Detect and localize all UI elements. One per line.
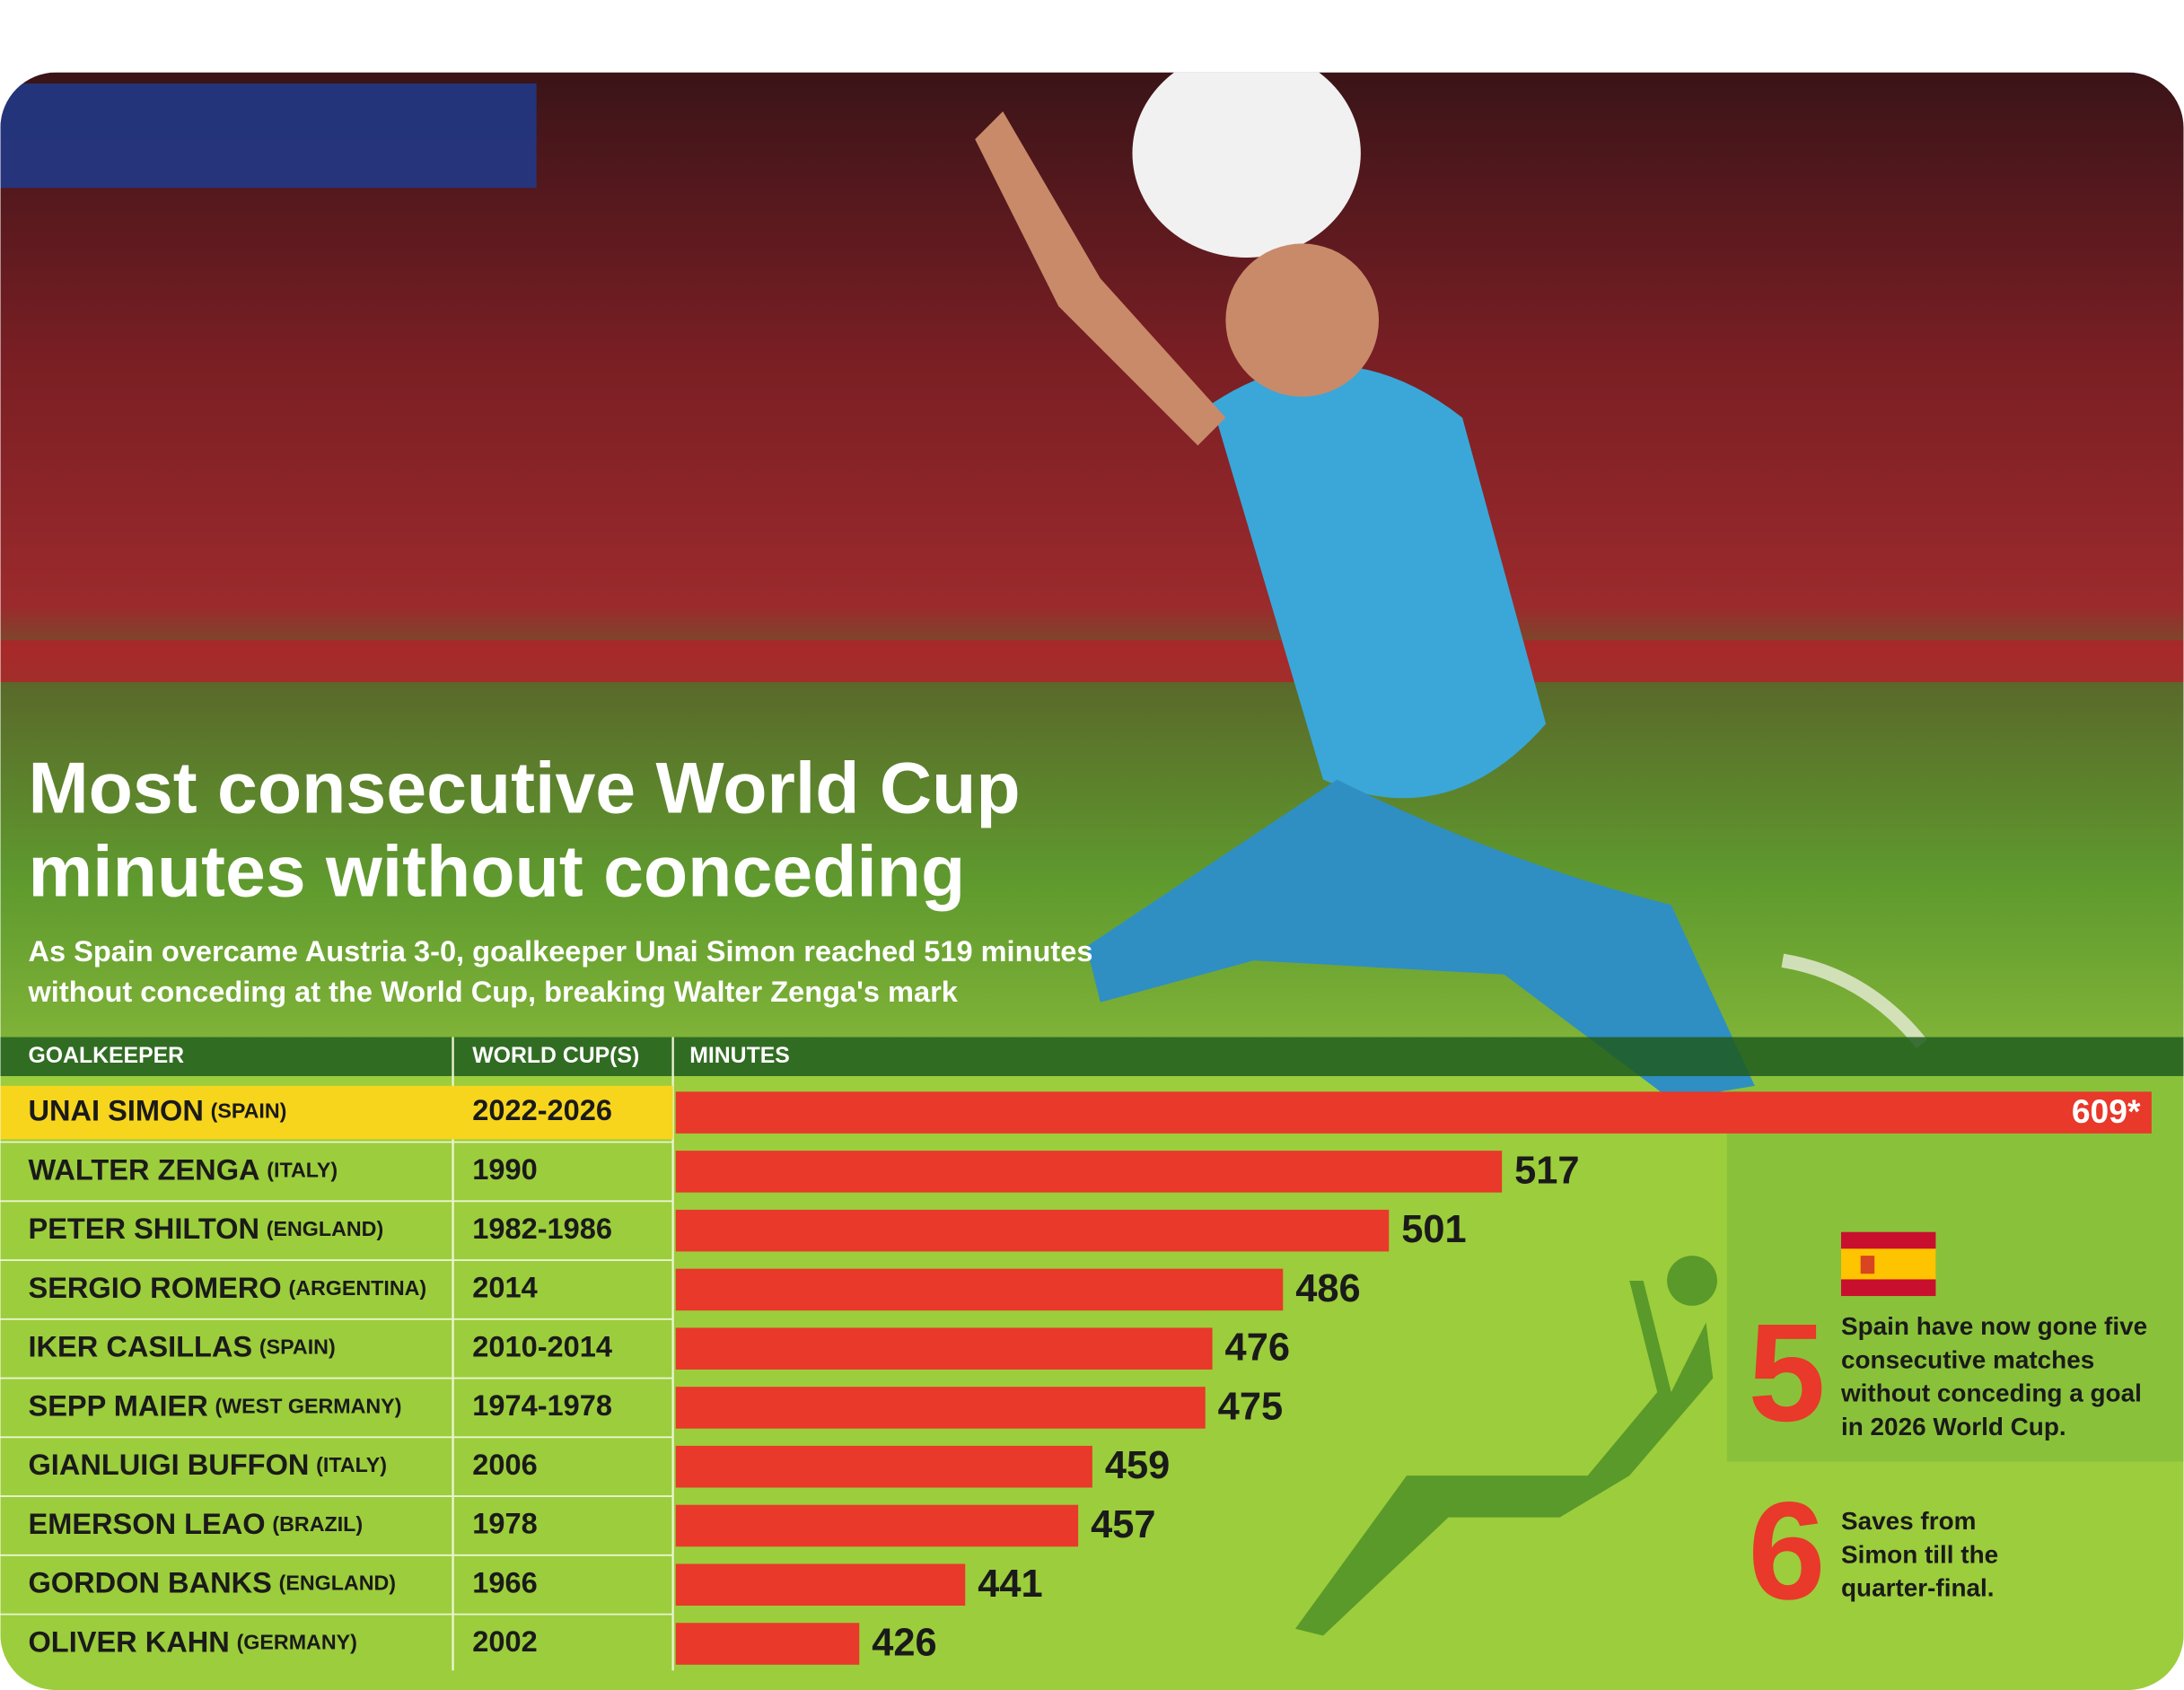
goalkeeper-label: IKER CASILLAS (SPAIN) <box>28 1330 335 1362</box>
goalkeeper-label: PETER SHILTON (ENGLAND) <box>28 1213 383 1245</box>
subtitle: without conceding at the World Cup, brea… <box>27 976 958 1008</box>
note-text: quarter-final. <box>1841 1574 1995 1602</box>
bar <box>675 1209 1390 1252</box>
goalkeeper-label: SEPP MAIER (WEST GERMANY) <box>28 1389 401 1422</box>
goalkeeper-country: (GERMANY) <box>237 1631 357 1654</box>
world-cup-label: 2002 <box>472 1625 537 1658</box>
bar <box>675 1151 1503 1193</box>
column-header: MINUTES <box>689 1044 790 1068</box>
column-header: WORLD CUP(S) <box>472 1044 639 1068</box>
value-label: 475 <box>1218 1385 1283 1428</box>
keeper-silhouette <box>1294 1256 1717 1636</box>
bar <box>675 1268 1284 1311</box>
column-header: GOALKEEPER <box>28 1044 184 1068</box>
value-label: 517 <box>1514 1149 1579 1192</box>
world-cup-label: 2010-2014 <box>472 1330 612 1362</box>
spain-flag <box>1840 1231 1936 1297</box>
goalkeeper-label: WALTER ZENGA (ITALY) <box>28 1153 338 1186</box>
subtitle: As Spain overcame Austria 3-0, goalkeepe… <box>28 935 1092 968</box>
goalkeeper-name: WALTER ZENGA <box>28 1153 259 1186</box>
chart-title: Most consecutive World Cup <box>28 748 1020 828</box>
goalkeeper-country: (ENGLAND) <box>279 1572 396 1595</box>
value-label: 459 <box>1105 1444 1170 1487</box>
goalkeeper-country: (ENGLAND) <box>267 1217 383 1240</box>
goalkeeper-name: UNAI SIMON <box>28 1094 203 1126</box>
goalkeeper-name: OLIVER KAHN <box>28 1625 229 1658</box>
bar <box>675 1387 1206 1429</box>
background <box>0 72 2184 1690</box>
world-cup-label: 2014 <box>472 1272 537 1304</box>
world-cup-label: 2006 <box>472 1449 537 1481</box>
goalkeeper-label: OLIVER KAHN (GERMANY) <box>28 1625 356 1658</box>
value-label: 486 <box>1295 1267 1360 1310</box>
bar <box>675 1623 860 1665</box>
world-cup-label: 1978 <box>472 1508 537 1540</box>
highlight-row <box>0 1085 673 1140</box>
goalkeeper-name: SERGIO ROMERO <box>28 1272 281 1304</box>
goalkeeper-country: (WEST GERMANY) <box>215 1395 402 1418</box>
bar <box>675 1504 1079 1547</box>
goalkeeper-name: SEPP MAIER <box>28 1389 207 1422</box>
goalkeeper-country: (SPAIN) <box>211 1099 287 1123</box>
bar <box>675 1091 2152 1134</box>
note-text: Saves from <box>1841 1507 1976 1535</box>
goalkeeper-label: SERGIO ROMERO (ARGENTINA) <box>28 1272 426 1304</box>
value-label: 609* <box>2072 1092 2141 1130</box>
goalkeeper-country: (ITALY) <box>267 1159 338 1182</box>
world-cup-label: 1990 <box>472 1153 537 1186</box>
note-number: 6 <box>1748 1473 1825 1628</box>
goalkeeper-label: GIANLUIGI BUFFON (ITALY) <box>28 1449 386 1481</box>
goalkeeper-country: (BRAZIL) <box>272 1512 363 1536</box>
goalkeeper-name: IKER CASILLAS <box>28 1330 252 1362</box>
world-cup-label: 1982-1986 <box>472 1213 612 1245</box>
goalkeeper-country: (ARGENTINA) <box>288 1276 426 1300</box>
goalkeeper-name: EMERSON LEAO <box>28 1508 265 1540</box>
goalkeeper-country: (SPAIN) <box>259 1335 336 1359</box>
goalkeeper-name: PETER SHILTON <box>28 1213 259 1245</box>
world-cup-label: 1966 <box>472 1566 537 1598</box>
note-text: Spain have now gone five <box>1841 1312 2147 1340</box>
goalkeeper-photo <box>975 72 1755 1100</box>
value-label: 426 <box>872 1622 936 1665</box>
world-cup-label: 2022-2026 <box>472 1094 612 1126</box>
bar <box>675 1445 1092 1488</box>
bar <box>675 1563 966 1607</box>
note-number: 5 <box>1748 1295 1825 1450</box>
note-text: in 2026 World Cup. <box>1841 1413 2066 1440</box>
goalkeeper-name: GIANLUIGI BUFFON <box>28 1449 309 1481</box>
note-text: without conceding a goal <box>1840 1379 2142 1407</box>
value-label: 441 <box>978 1563 1042 1606</box>
chart-title: minutes without conceding <box>28 831 965 912</box>
note-text: Simon till the <box>1841 1540 1998 1568</box>
value-label: 457 <box>1091 1503 1155 1546</box>
goalkeeper-name: GORDON BANKS <box>28 1566 271 1598</box>
table-header-band <box>0 1037 2184 1076</box>
value-label: 501 <box>1401 1208 1466 1251</box>
note-text: consecutive matches <box>1841 1345 2094 1373</box>
goalkeeper-country: (ITALY) <box>316 1453 387 1476</box>
world-cup-label: 1974-1978 <box>472 1389 612 1422</box>
value-label: 476 <box>1225 1327 1290 1370</box>
goalkeeper-label: UNAI SIMON (SPAIN) <box>28 1094 286 1126</box>
goalkeeper-label: GORDON BANKS (ENGLAND) <box>28 1566 396 1598</box>
bar <box>675 1327 1213 1370</box>
goalkeeper-label: EMERSON LEAO (BRAZIL) <box>28 1508 363 1540</box>
